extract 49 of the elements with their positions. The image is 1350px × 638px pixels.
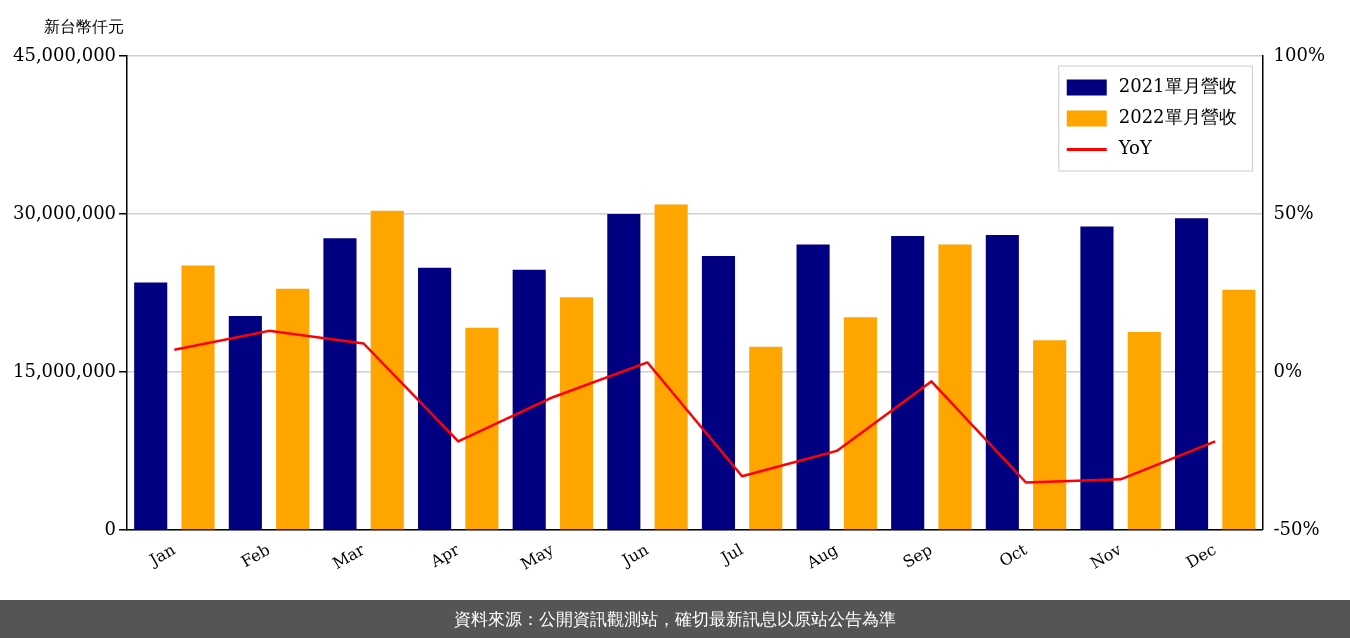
- x-tick-label: May: [517, 539, 557, 574]
- x-tick-label: Jun: [616, 539, 652, 571]
- bar: [749, 346, 783, 530]
- y2-tick-label: -50%: [1273, 517, 1320, 539]
- bar: [134, 282, 168, 530]
- x-tick-label: Nov: [1086, 539, 1125, 573]
- bar: [654, 204, 688, 530]
- y-tick-label: 0: [104, 517, 117, 539]
- bar: [228, 316, 262, 530]
- y-axis-title: 新台幣仟元: [44, 17, 124, 37]
- bar: [1127, 331, 1161, 530]
- bar: [418, 267, 452, 530]
- bar: [465, 327, 499, 530]
- y-tick-label: 15,000,000: [13, 359, 117, 381]
- bar: [276, 288, 310, 530]
- y2-tick-label: 100%: [1273, 43, 1326, 65]
- bar: [559, 297, 594, 530]
- bar: [796, 244, 830, 530]
- bar: [1033, 340, 1067, 530]
- x-tick-label: Oct: [995, 539, 1031, 571]
- bar: [985, 235, 1019, 530]
- x-tick-label: Aug: [802, 539, 841, 573]
- x-tick-label: Jul: [716, 539, 747, 569]
- x-tick-label: Sep: [899, 539, 936, 572]
- bar: [938, 244, 972, 530]
- bar: [370, 210, 404, 530]
- legend-label: 2021單月營收: [1118, 75, 1237, 97]
- legend-label: 2022單月營收: [1118, 106, 1237, 128]
- bar: [1175, 218, 1209, 530]
- bar: [701, 256, 736, 530]
- x-tick-label: Dec: [1182, 539, 1220, 572]
- bar: [843, 317, 877, 530]
- legend-label: YoY: [1117, 137, 1153, 159]
- x-tick-label: Apr: [426, 539, 463, 572]
- x-tick-label: Jan: [144, 539, 179, 571]
- bar: [512, 269, 546, 530]
- x-tick-label: Feb: [237, 539, 274, 572]
- y2-tick-label: 50%: [1273, 201, 1314, 223]
- bar: [1080, 226, 1114, 530]
- x-tick-label: Mar: [329, 539, 368, 574]
- bar: [891, 236, 925, 530]
- source-note: 資料來源：公開資訊觀測站，確切最新訊息以原站公告為準: [454, 607, 896, 631]
- y-tick-label: 30,000,000: [13, 201, 117, 223]
- y-tick-label: 45,000,000: [13, 43, 117, 65]
- bar: [1222, 289, 1256, 530]
- bar: [181, 265, 215, 530]
- y2-tick-label: 0%: [1273, 359, 1303, 381]
- bar: [323, 238, 357, 530]
- bar: [607, 213, 641, 530]
